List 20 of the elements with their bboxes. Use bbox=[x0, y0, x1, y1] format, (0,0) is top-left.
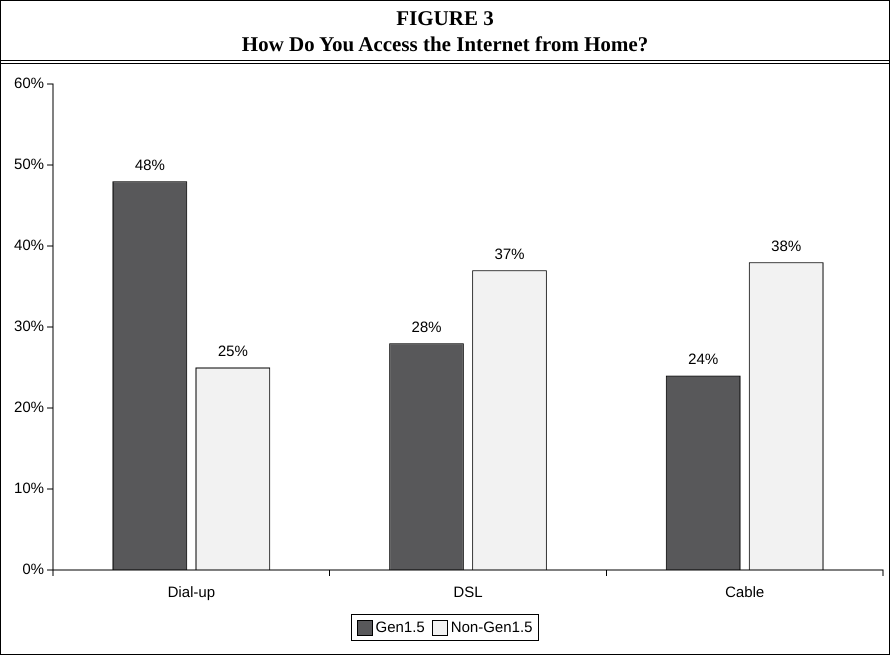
y-tick-label: 40% bbox=[14, 237, 44, 254]
y-tick-label: 20% bbox=[14, 399, 44, 416]
data-label: 24% bbox=[688, 351, 718, 368]
legend-label: Non-Gen1.5 bbox=[450, 619, 532, 636]
y-tick-label: 60% bbox=[14, 75, 44, 92]
y-tick-label: 0% bbox=[22, 561, 44, 578]
x-tick-label: Dial-up bbox=[168, 584, 216, 602]
data-label: 37% bbox=[494, 246, 525, 263]
x-tick-label: Cable bbox=[725, 584, 764, 602]
y-tick-label: 10% bbox=[14, 480, 44, 498]
legend-label: Gen1.5 bbox=[376, 619, 425, 636]
y-tick-label: 50% bbox=[14, 156, 44, 174]
x-tick-label: DSL bbox=[453, 584, 483, 602]
data-label: 38% bbox=[771, 238, 802, 255]
chart-subtitle: How Do You Access the Internet from Home? bbox=[240, 31, 650, 57]
y-tick-label: 30% bbox=[14, 318, 44, 336]
data-label: 48% bbox=[134, 156, 165, 174]
data-label: 28% bbox=[411, 318, 442, 336]
data-label: 25% bbox=[218, 343, 248, 360]
chart-title: FIGURE 3 bbox=[395, 5, 495, 31]
